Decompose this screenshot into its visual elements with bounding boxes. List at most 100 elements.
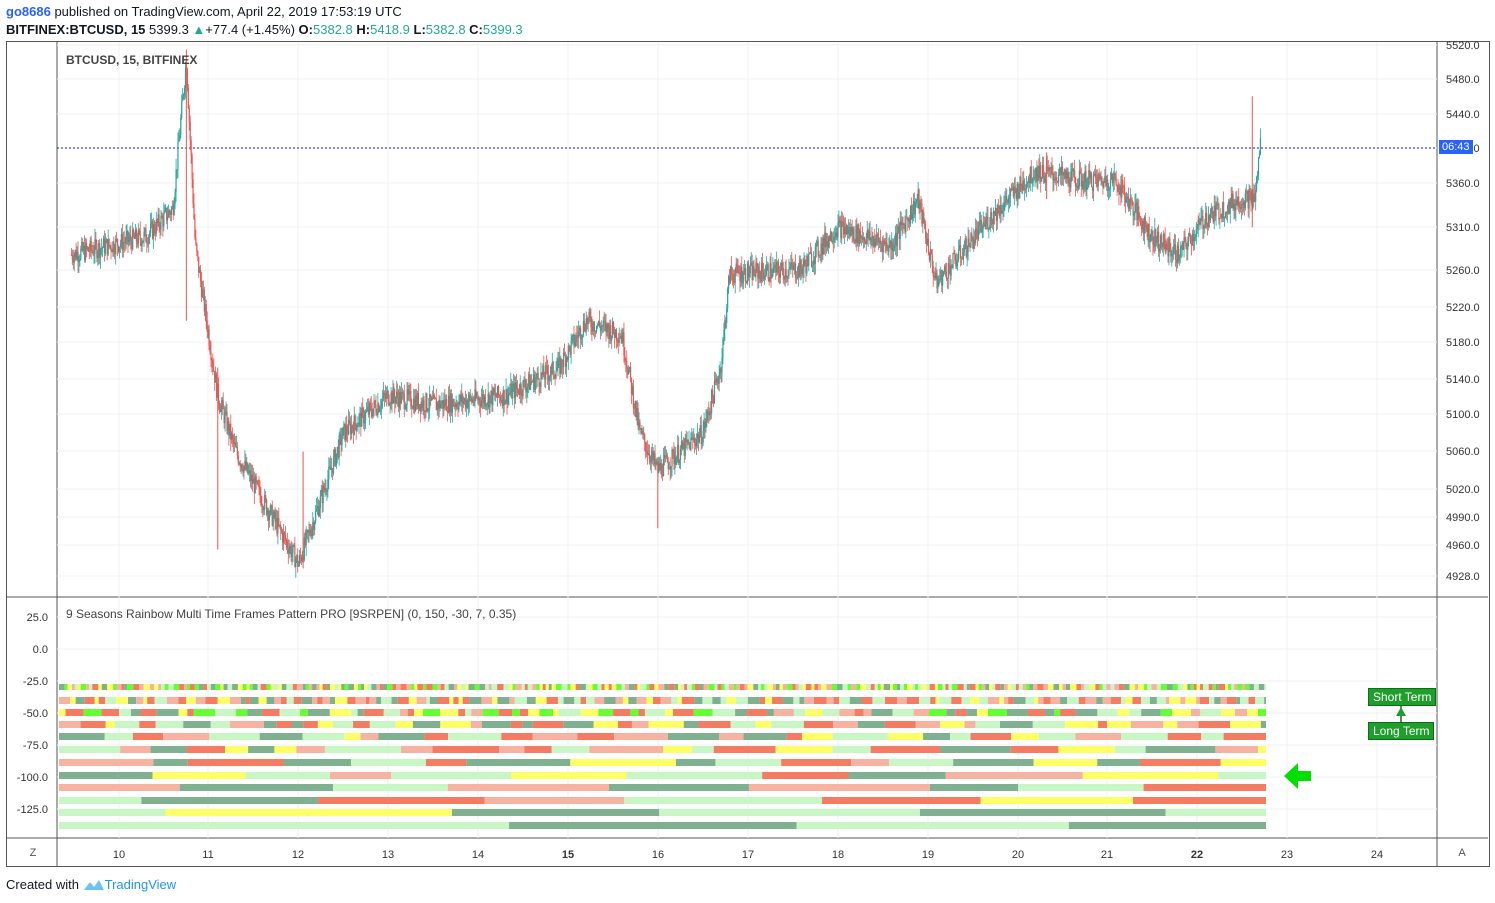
rainbow-band-segment <box>292 684 297 690</box>
rainbow-band-segment <box>939 697 952 704</box>
rainbow-band-segment <box>681 684 685 690</box>
candle-body <box>1085 171 1087 190</box>
candle-body <box>865 236 867 245</box>
candle-body <box>1189 232 1191 237</box>
rainbow-band-segment <box>190 684 195 690</box>
candle-body <box>1083 181 1085 190</box>
candle-body <box>1159 235 1162 249</box>
candle-body <box>328 466 330 479</box>
candle-body <box>510 383 512 393</box>
rainbow-band-segment <box>555 684 562 690</box>
candle-body <box>779 270 782 278</box>
tradingview-brand-link[interactable]: TradingView <box>104 877 177 892</box>
tradingview-logo-icon[interactable] <box>83 878 105 895</box>
rainbow-band-segment <box>764 684 768 690</box>
candle-body <box>448 395 451 413</box>
candle-body <box>952 252 954 268</box>
rainbow-band-segment <box>970 733 1012 740</box>
rainbow-band-segment <box>1011 684 1016 690</box>
candle-body <box>914 203 916 215</box>
candle-body <box>809 252 811 255</box>
candle-body <box>1214 205 1216 217</box>
candle-body <box>1013 186 1015 197</box>
rainbow-band-segment <box>119 709 132 716</box>
candle-body <box>723 330 725 340</box>
candle-body <box>911 213 914 219</box>
candle-body <box>1098 174 1100 176</box>
candle-body <box>903 224 905 225</box>
candle-body <box>1052 173 1054 181</box>
rainbow-band-segment <box>220 684 224 690</box>
candle-body <box>437 402 439 409</box>
rainbow-band-segment <box>970 697 980 704</box>
rainbow-band-segment <box>1096 697 1103 704</box>
candle-body <box>703 421 705 432</box>
candle-body <box>1141 221 1144 230</box>
candle-body <box>922 212 924 224</box>
candle-body <box>115 238 117 255</box>
candle-body <box>365 410 368 412</box>
rainbow-band-segment <box>1177 721 1199 728</box>
candle-body <box>1063 169 1065 173</box>
rainbow-band-segment <box>726 697 736 704</box>
candle-body <box>314 522 316 530</box>
candle-body <box>157 214 159 224</box>
rainbow-band-segment <box>951 697 962 704</box>
rainbow-band-segment <box>164 684 169 690</box>
candle-body <box>1237 196 1239 206</box>
rainbow-band-segment <box>733 684 737 690</box>
candle-body <box>517 388 519 394</box>
candle-body <box>1258 154 1261 158</box>
candle-body <box>84 245 86 260</box>
high-value: 5418.9 <box>370 22 410 37</box>
candle-body <box>516 388 518 390</box>
candle-body <box>202 289 205 291</box>
rainbow-band-segment <box>1106 684 1111 690</box>
x-tick-label: 18 <box>832 849 844 861</box>
candle-body <box>696 433 699 440</box>
candle-body <box>1134 204 1136 213</box>
rainbow-band-segment <box>747 697 760 704</box>
rainbow-band-segment <box>861 697 873 704</box>
rainbow-band-segment <box>1144 684 1148 690</box>
rainbow-band-segment <box>437 684 441 690</box>
candle-body <box>259 486 261 496</box>
rainbow-band-segment <box>165 809 452 816</box>
candle-body <box>875 241 877 247</box>
candle-body <box>852 227 854 235</box>
candle-body <box>938 279 940 281</box>
candle-body <box>566 357 568 360</box>
candle-body <box>255 476 257 483</box>
rainbow-band-segment <box>762 772 849 779</box>
candle-body <box>789 267 791 269</box>
candle-body <box>928 253 931 261</box>
candle-body <box>158 214 160 227</box>
rainbow-band-segment <box>598 709 614 716</box>
candle-body <box>568 345 570 347</box>
candle-body <box>321 489 323 504</box>
candle-body <box>916 199 918 202</box>
candle-body <box>471 399 473 402</box>
candle-body <box>827 241 829 248</box>
rainbow-band-segment <box>426 697 430 704</box>
candle-body <box>745 281 748 283</box>
author-link[interactable]: go8686 <box>6 4 51 19</box>
candle-body <box>634 400 636 409</box>
candle-body <box>996 204 998 221</box>
candle-body <box>492 388 494 406</box>
candle-body <box>322 485 324 504</box>
candle-body <box>166 217 169 221</box>
rainbow-band-segment <box>1025 697 1035 704</box>
rainbow-band-segment <box>563 697 575 704</box>
auto-scale-button[interactable]: A <box>1458 847 1466 859</box>
high-label: H: <box>356 22 371 37</box>
rainbow-band-segment <box>363 709 384 716</box>
zoom-corner-button[interactable]: Z <box>29 847 37 859</box>
rainbow-band-segment <box>178 697 187 704</box>
candle-body <box>489 395 491 408</box>
rainbow-band-segment <box>376 697 382 704</box>
rainbow-band-segment <box>378 733 425 740</box>
candle-body <box>209 345 211 353</box>
candle-body <box>1008 195 1011 198</box>
